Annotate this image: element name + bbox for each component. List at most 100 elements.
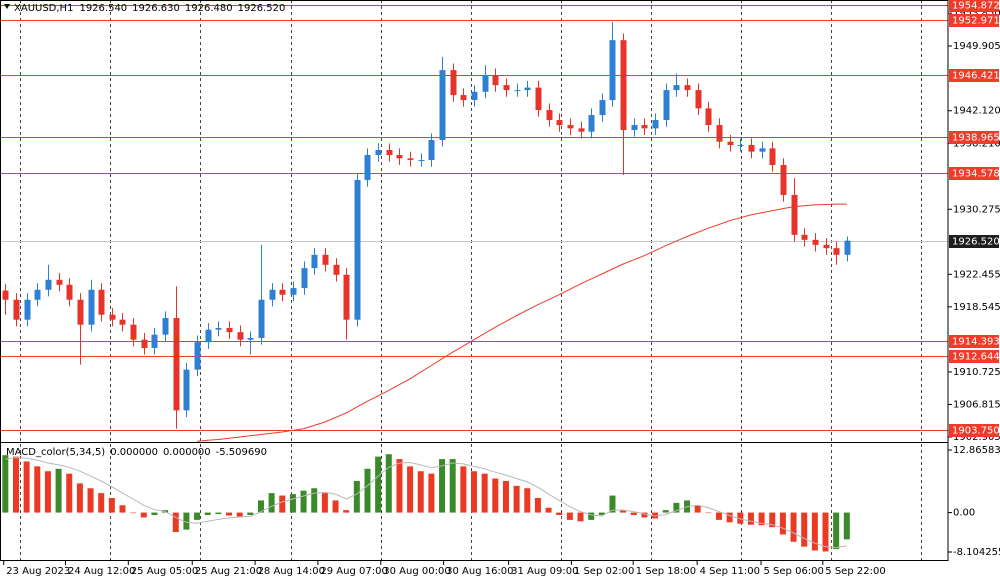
candle-body	[620, 40, 627, 131]
level-label-box	[949, 14, 999, 27]
macd-bar	[577, 512, 584, 522]
macd-readout: -5.509690	[216, 447, 267, 458]
macd-bar	[790, 512, 797, 542]
x-tick-label: 1 Sep 02:00	[574, 566, 634, 577]
macd-bar	[481, 473, 488, 513]
macd-bar	[140, 512, 147, 518]
macd-bar	[439, 459, 446, 513]
macd-bar	[726, 512, 733, 523]
candle-body	[727, 141, 734, 146]
candle-body	[119, 319, 126, 325]
candle-body	[354, 179, 361, 320]
y-tick-label: 12.865839	[953, 445, 1000, 456]
macd-bar	[311, 488, 318, 513]
candle-body	[77, 299, 84, 325]
macd-bar	[236, 512, 243, 517]
macd-readout: 0.000000	[110, 447, 158, 458]
candle-body	[343, 274, 350, 320]
candle-body	[88, 289, 95, 325]
candle-body	[194, 342, 201, 370]
candle-body	[599, 100, 606, 116]
candle-body	[162, 318, 169, 335]
x-tick-label: 23 Aug 2023	[6, 566, 70, 577]
macd-bar	[588, 512, 595, 520]
candle-body	[823, 244, 830, 249]
candle-body	[386, 149, 393, 155]
candle-body	[56, 279, 63, 285]
macd-bar	[44, 471, 51, 513]
candle-body	[24, 299, 31, 320]
collapse-icon[interactable]	[4, 4, 10, 9]
macd-bar	[502, 480, 509, 513]
macd-bar	[460, 466, 467, 513]
symbol-header: XAUUSD,H1	[14, 3, 73, 14]
ohlc-readout: 1926.630	[132, 3, 180, 14]
candle-body	[407, 158, 414, 160]
level-label: 1914.393	[952, 337, 1000, 348]
macd-bar	[758, 512, 765, 526]
macd-bar	[2, 455, 9, 513]
candle-body	[109, 314, 116, 320]
macd-bar	[343, 510, 350, 513]
macd-bar	[630, 512, 637, 516]
macd-bar	[620, 510, 627, 513]
candle-body	[641, 125, 648, 129]
candle-body	[673, 85, 680, 91]
candle-body	[460, 95, 467, 101]
candle-body	[151, 334, 158, 348]
macd-bar	[513, 485, 520, 513]
macd-bar	[66, 473, 73, 513]
candle-body	[13, 299, 20, 320]
candle-body	[716, 125, 723, 142]
macd-bar	[247, 512, 254, 516]
candle-body	[684, 85, 691, 91]
candle-body	[290, 288, 297, 295]
macd-bar	[492, 478, 499, 513]
candle-body	[418, 159, 425, 161]
macd-bar	[428, 473, 435, 513]
candle-body	[45, 279, 52, 290]
level-label-box	[949, 424, 999, 437]
y-tick-label: 1949.905	[953, 41, 1000, 52]
x-tick-label: 5 Sep 22:00	[825, 566, 885, 577]
macd-bar	[641, 512, 648, 518]
last-price-label: 1926.520	[952, 237, 1000, 248]
axes: 1953.8501949.9051942.1201938.2101930.275…	[3, 0, 1000, 577]
candle-body	[311, 254, 318, 269]
macd-bar	[396, 459, 403, 513]
macd-bar	[108, 497, 115, 513]
x-tick-label: 25 Aug 21:00	[195, 566, 262, 577]
candle-body	[535, 87, 542, 111]
macd-bar	[55, 468, 62, 513]
macd-bar	[226, 512, 233, 516]
macd-bar	[98, 493, 105, 513]
macd-bar	[801, 512, 808, 547]
y-tick-label: 1942.120	[953, 106, 1000, 117]
candle-body	[450, 70, 457, 96]
plot	[0, 5, 948, 552]
macd-bar	[843, 512, 850, 540]
macd-bar	[407, 466, 414, 513]
candle-body	[333, 264, 340, 275]
candle-body	[578, 128, 585, 132]
macd-bar	[449, 459, 456, 513]
candle-body	[524, 87, 531, 91]
y-tick-label: 1918.545	[953, 302, 1000, 313]
candle-body	[769, 148, 776, 165]
candle-body	[322, 254, 329, 265]
ohlc-readout: 1926.480	[185, 3, 233, 14]
candle-body	[631, 125, 638, 131]
candle-body	[705, 108, 712, 126]
macd-bar	[673, 502, 680, 513]
candle-body	[247, 338, 254, 340]
x-tick-label: 25 Aug 05:00	[131, 566, 198, 577]
x-tick-label: 5 Sep 06:00	[764, 566, 824, 577]
candle-body	[471, 91, 478, 101]
macd-bar	[76, 483, 83, 513]
candle-body	[833, 248, 840, 255]
macd-bar	[204, 512, 211, 516]
macd-bar	[279, 495, 286, 513]
candle-body	[205, 329, 212, 343]
